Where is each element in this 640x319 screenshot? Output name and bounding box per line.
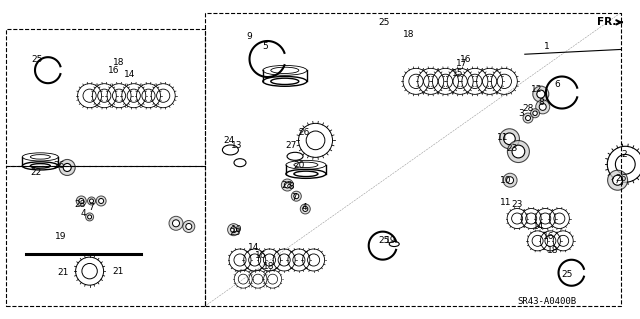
Text: 16: 16 [255, 251, 267, 260]
Text: 25: 25 [561, 270, 573, 279]
Circle shape [540, 103, 546, 110]
Circle shape [303, 206, 308, 211]
Circle shape [183, 220, 195, 233]
Text: 25: 25 [378, 236, 390, 245]
Circle shape [532, 86, 548, 102]
Text: 23: 23 [230, 228, 241, 237]
Text: 14: 14 [248, 243, 260, 252]
Text: 21: 21 [113, 267, 124, 276]
Text: 18: 18 [113, 58, 125, 67]
Text: 5: 5 [263, 42, 268, 51]
Text: 4: 4 [301, 203, 307, 212]
Circle shape [531, 109, 540, 118]
Circle shape [536, 100, 550, 114]
Text: 10: 10 [500, 176, 511, 185]
Text: 26: 26 [615, 174, 627, 183]
Circle shape [99, 198, 104, 204]
Text: 23: 23 [506, 144, 518, 153]
Text: 6: 6 [554, 80, 559, 89]
Text: 11: 11 [500, 198, 511, 207]
Circle shape [612, 175, 623, 185]
Circle shape [60, 160, 76, 175]
Text: 16: 16 [460, 55, 472, 63]
Text: 27: 27 [285, 141, 297, 150]
Text: 26: 26 [298, 128, 310, 137]
Text: 28: 28 [522, 104, 534, 113]
Circle shape [525, 115, 531, 121]
Circle shape [499, 129, 520, 149]
Circle shape [90, 199, 93, 203]
Circle shape [76, 196, 86, 206]
Circle shape [512, 145, 525, 158]
Text: 4: 4 [81, 209, 86, 218]
Text: 18: 18 [263, 262, 275, 271]
Text: 14: 14 [533, 222, 545, 231]
Text: 26: 26 [54, 161, 65, 170]
Circle shape [86, 213, 93, 221]
Circle shape [230, 227, 237, 233]
Text: 21: 21 [57, 268, 68, 277]
Text: 28: 28 [74, 200, 86, 209]
Text: 14: 14 [124, 70, 135, 79]
Circle shape [88, 215, 92, 219]
Circle shape [284, 182, 291, 188]
Circle shape [186, 224, 192, 229]
Text: 9: 9 [247, 32, 252, 41]
Text: 3: 3 [289, 182, 294, 191]
Text: 16: 16 [543, 232, 555, 241]
Text: 13: 13 [231, 141, 243, 150]
Circle shape [503, 173, 517, 187]
Circle shape [532, 111, 538, 115]
Text: 11: 11 [497, 133, 508, 142]
Circle shape [607, 170, 628, 190]
Circle shape [504, 133, 515, 145]
Text: 15: 15 [452, 69, 463, 78]
Text: 16: 16 [108, 66, 120, 75]
Text: 28: 28 [281, 181, 292, 189]
Circle shape [282, 179, 293, 191]
Circle shape [169, 216, 183, 230]
Circle shape [96, 196, 106, 206]
Circle shape [537, 90, 545, 98]
Circle shape [291, 191, 301, 201]
Circle shape [300, 204, 310, 214]
Text: 3: 3 [519, 109, 524, 118]
Circle shape [228, 224, 239, 236]
Circle shape [523, 113, 533, 123]
Circle shape [88, 197, 95, 205]
Text: 18: 18 [403, 30, 415, 39]
Text: 18: 18 [547, 246, 558, 255]
Text: SR43-A0400B: SR43-A0400B [518, 297, 577, 306]
Circle shape [294, 194, 299, 199]
Text: 7: 7 [292, 193, 297, 202]
Text: 22: 22 [31, 168, 42, 177]
Text: 1: 1 [545, 42, 550, 51]
Circle shape [508, 141, 529, 162]
Text: 25: 25 [31, 55, 43, 63]
Circle shape [173, 220, 179, 227]
Text: 25: 25 [378, 18, 390, 27]
Circle shape [63, 163, 71, 172]
Text: 19: 19 [385, 236, 396, 245]
Circle shape [507, 177, 513, 184]
Text: 2: 2 [621, 150, 627, 159]
Text: 12: 12 [531, 85, 542, 94]
Text: 24: 24 [223, 136, 235, 145]
Text: 7: 7 [88, 203, 93, 212]
Text: 19: 19 [55, 232, 67, 241]
Text: 10: 10 [231, 225, 243, 234]
Text: 20: 20 [294, 161, 305, 170]
Circle shape [79, 198, 84, 204]
Text: 8: 8 [538, 98, 543, 107]
Text: 17: 17 [456, 59, 468, 68]
Text: 23: 23 [511, 200, 523, 209]
Text: FR.: FR. [596, 17, 622, 27]
